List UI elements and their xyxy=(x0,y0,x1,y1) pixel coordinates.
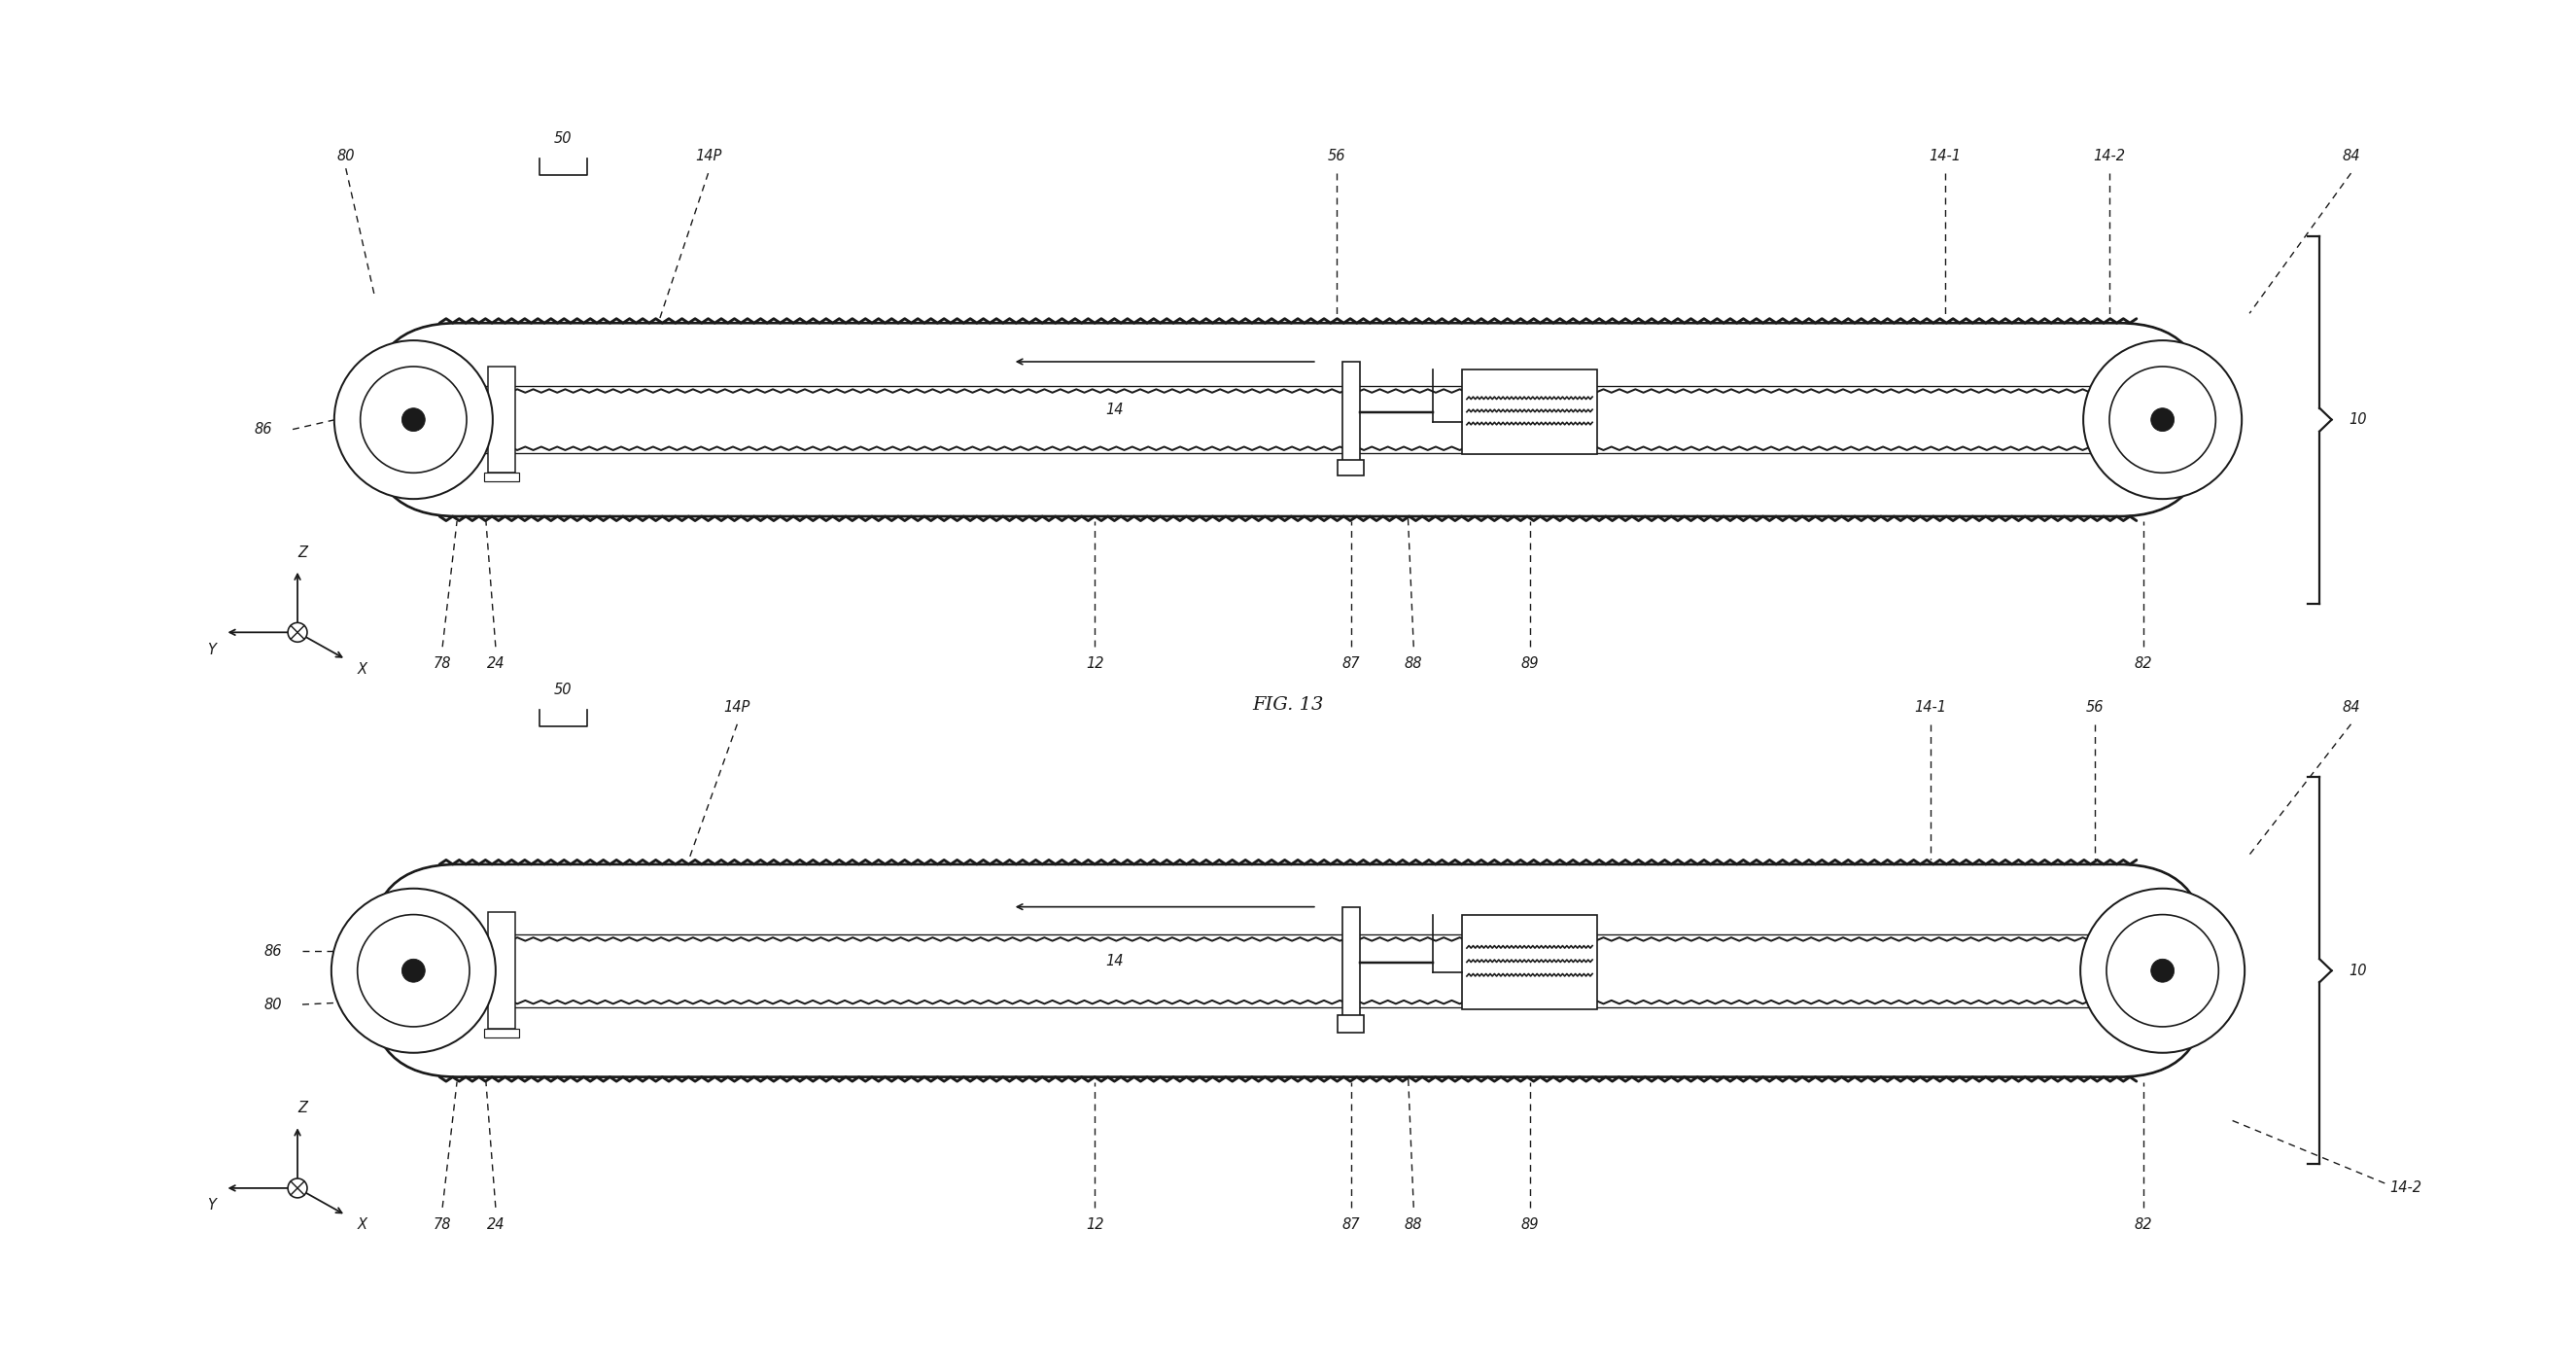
Text: 10: 10 xyxy=(2349,964,2367,978)
Text: Z: Z xyxy=(296,1101,307,1116)
Text: 82: 82 xyxy=(2133,657,2151,670)
Text: Z: Z xyxy=(296,546,307,559)
Bar xyxy=(484,1028,520,1038)
Text: 14P: 14P xyxy=(724,701,750,714)
Circle shape xyxy=(335,340,492,499)
Bar xyxy=(1342,906,1360,1017)
Text: 89: 89 xyxy=(1520,657,1538,670)
Text: 84: 84 xyxy=(2342,701,2360,714)
Bar xyxy=(1463,916,1597,1009)
Text: 14-1: 14-1 xyxy=(1914,701,1947,714)
Text: 12: 12 xyxy=(1084,1217,1103,1231)
Text: 14-2: 14-2 xyxy=(2391,1180,2421,1196)
Text: 80: 80 xyxy=(265,997,283,1012)
Text: FIG. 13: FIG. 13 xyxy=(1252,696,1324,713)
Text: 80: 80 xyxy=(337,149,355,163)
Text: 24: 24 xyxy=(487,1217,505,1231)
Bar xyxy=(1342,362,1360,462)
Text: 78: 78 xyxy=(433,1217,451,1231)
Text: 14P: 14P xyxy=(696,149,721,163)
Text: 78: 78 xyxy=(433,657,451,670)
Circle shape xyxy=(289,1179,307,1198)
Circle shape xyxy=(402,960,425,982)
Text: 87: 87 xyxy=(1342,657,1360,670)
Text: 84: 84 xyxy=(2342,149,2360,163)
Text: X: X xyxy=(358,1217,368,1233)
Text: 14: 14 xyxy=(1105,403,1123,417)
Text: 88: 88 xyxy=(1404,657,1422,670)
Circle shape xyxy=(2084,340,2241,499)
Circle shape xyxy=(2081,888,2244,1053)
Text: 14: 14 xyxy=(1105,954,1123,968)
Text: X: X xyxy=(358,662,368,676)
Bar xyxy=(489,366,515,473)
Text: Y: Y xyxy=(206,643,216,657)
Text: 86: 86 xyxy=(265,945,283,958)
Text: 89: 89 xyxy=(1520,1217,1538,1231)
Text: 24: 24 xyxy=(487,657,505,670)
Circle shape xyxy=(2151,960,2174,982)
Bar xyxy=(489,912,515,1030)
Circle shape xyxy=(289,622,307,642)
Text: Y: Y xyxy=(206,1198,216,1213)
Bar xyxy=(1337,461,1363,476)
Circle shape xyxy=(332,888,495,1053)
Circle shape xyxy=(402,409,425,432)
FancyBboxPatch shape xyxy=(371,324,2205,517)
Text: 14-1: 14-1 xyxy=(1929,149,1960,163)
Text: 88: 88 xyxy=(1404,1217,1422,1231)
Text: 50: 50 xyxy=(554,683,572,696)
Text: 86: 86 xyxy=(255,422,273,436)
Text: 56: 56 xyxy=(2087,701,2105,714)
Text: 56: 56 xyxy=(1327,149,1345,163)
Text: 14-2: 14-2 xyxy=(2094,149,2125,163)
Text: 12: 12 xyxy=(1084,657,1103,670)
Text: 82: 82 xyxy=(2133,1217,2151,1231)
FancyBboxPatch shape xyxy=(371,864,2205,1078)
Text: 87: 87 xyxy=(1342,1217,1360,1231)
Bar xyxy=(1463,369,1597,454)
Text: 50: 50 xyxy=(554,132,572,147)
Circle shape xyxy=(2151,409,2174,432)
Text: 10: 10 xyxy=(2349,413,2367,426)
Bar xyxy=(1337,1016,1363,1032)
Bar xyxy=(484,473,520,481)
